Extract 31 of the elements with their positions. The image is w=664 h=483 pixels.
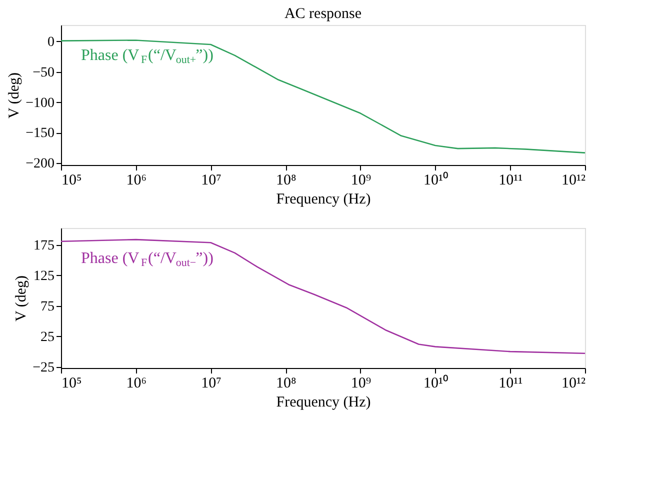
x-tick-label: 10⁶ bbox=[126, 376, 146, 392]
x-tick-label: 10⁷ bbox=[201, 172, 222, 188]
x-tick-label: 10¹⁰ bbox=[424, 172, 448, 188]
x-tick-label: 10⁵ bbox=[62, 376, 82, 392]
x-tick-label: 10¹² bbox=[562, 172, 586, 188]
y-tick-label: −200 bbox=[26, 156, 54, 172]
x-tick-label: 10¹² bbox=[562, 376, 586, 392]
x-axis-title: Frequency (Hz) bbox=[276, 192, 371, 208]
x-tick-label: 10⁸ bbox=[276, 172, 296, 188]
x-tick-label: 10⁹ bbox=[350, 172, 372, 188]
y-tick-label: 175 bbox=[34, 238, 54, 254]
x-tick-label: 10⁸ bbox=[276, 376, 296, 392]
y-tick-label: −50 bbox=[32, 65, 54, 80]
x-tick-label: 10¹¹ bbox=[498, 172, 523, 188]
y-tick-label: 75 bbox=[40, 299, 54, 314]
x-tick-label: 10⁷ bbox=[201, 376, 222, 392]
x-tick-label: 10⁵ bbox=[62, 172, 82, 188]
x-tick-label: 10⁶ bbox=[126, 172, 146, 188]
x-tick-label: 10¹⁰ bbox=[424, 374, 448, 392]
chart-title: AC response bbox=[284, 6, 362, 22]
y-tick-label: 25 bbox=[40, 330, 54, 345]
y-axis-title: V (deg) bbox=[14, 276, 30, 322]
x-tick-label: 10¹¹ bbox=[498, 376, 523, 392]
y-axis-title: V (deg) bbox=[6, 72, 23, 118]
x-tick-label: 10⁹ bbox=[350, 376, 372, 392]
y-tick-label: −25 bbox=[32, 360, 54, 376]
y-tick-label: 125 bbox=[34, 268, 54, 284]
x-axis-title: Frequency (Hz) bbox=[276, 394, 371, 410]
y-tick-label: −100 bbox=[26, 96, 54, 111]
y-tick-label: 0 bbox=[48, 34, 54, 50]
y-tick-label: −150 bbox=[26, 126, 54, 142]
